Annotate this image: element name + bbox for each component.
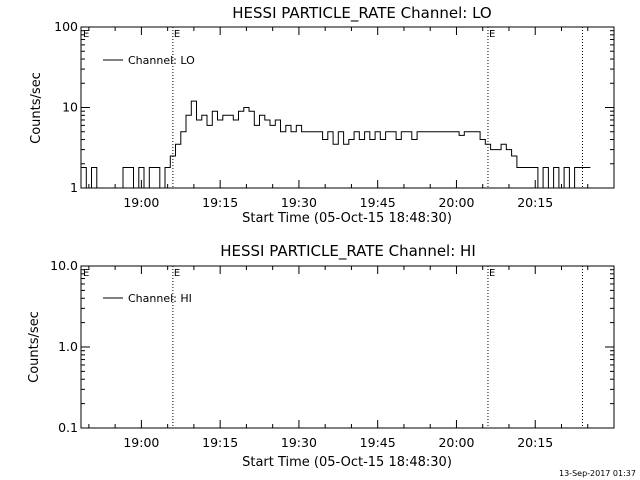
hi-legend-label: Channel: HI: [128, 292, 192, 305]
lo-y-tick-label: 100: [54, 19, 78, 34]
hi-x-tick-label: 20:00: [438, 435, 474, 450]
hi-y-axis: 0.1 1.0 10.0: [50, 258, 614, 435]
hi-event-marker-label: E: [174, 268, 180, 279]
hi-x-tick-label: 19:30: [281, 435, 317, 450]
hi-x-tick-label: 19:00: [123, 435, 159, 450]
lo-x-tick-label: 20:15: [517, 195, 553, 210]
lo-channel-panel: HESSI PARTICLE_RATE Channel: LO 1 10 100 1…: [29, 4, 615, 226]
lo-event-marker-label: E: [489, 29, 495, 40]
lo-y-tick-label: 10: [62, 100, 78, 115]
lo-y-axis-label: Counts/sec: [29, 72, 44, 144]
lo-legend: Channel: LO: [103, 54, 195, 67]
lo-x-tick-label: 19:00: [123, 195, 159, 210]
lo-event-markers: E EE: [83, 27, 583, 188]
lo-start-marker-label: E: [83, 29, 89, 40]
hi-plot-frame: [80, 265, 615, 429]
hi-chart-title: HESSI PARTICLE_RATE Channel: HI: [220, 242, 476, 261]
hi-legend: Channel: HI: [103, 292, 192, 305]
lo-x-tick-label: 19:45: [360, 195, 396, 210]
lo-plot-frame: [80, 26, 615, 189]
lo-chart-title: HESSI PARTICLE_RATE Channel: LO: [232, 4, 491, 23]
lo-x-tick-label: 19:15: [202, 195, 238, 210]
hi-x-axis: 19:00 19:15 19:30 19:45 20:00 20:15: [88, 266, 615, 450]
hi-event-marker-label: E: [489, 268, 495, 279]
hi-y-tick-label: 1.0: [58, 339, 78, 354]
hi-y-tick-label: 10.0: [50, 258, 78, 273]
lo-x-axis: 19:00 19:15 19:30 19:45 20:00 20:15: [88, 27, 615, 210]
lo-series-line: [81, 100, 591, 189]
hi-x-tick-label: 20:15: [517, 435, 553, 450]
hi-x-tick-label: 19:45: [360, 435, 396, 450]
hi-y-tick-label: 0.1: [58, 420, 78, 435]
hi-event-markers: E EE: [83, 266, 583, 428]
generation-timestamp: 13-Sep-2017 01:37: [559, 469, 636, 478]
hi-x-tick-label: 19:15: [202, 435, 238, 450]
hi-y-axis-label: Counts/sec: [27, 311, 42, 383]
hi-x-axis-label: Start Time (05-Oct-15 18:48:30): [242, 455, 452, 470]
lo-y-axis: 1 10 100: [54, 19, 614, 195]
hi-channel-panel: HESSI PARTICLE_RATE Channel: HI 0.1 1.0 10…: [27, 242, 615, 470]
hi-start-marker-label: E: [83, 268, 89, 279]
lo-y-tick-label: 1: [70, 180, 78, 195]
lo-legend-label: Channel: LO: [128, 54, 195, 67]
lo-x-axis-label: Start Time (05-Oct-15 18:48:30): [242, 211, 452, 226]
lo-x-tick-label: 20:00: [438, 195, 474, 210]
lo-x-tick-label: 19:30: [281, 195, 317, 210]
lo-event-marker-label: E: [174, 29, 180, 40]
